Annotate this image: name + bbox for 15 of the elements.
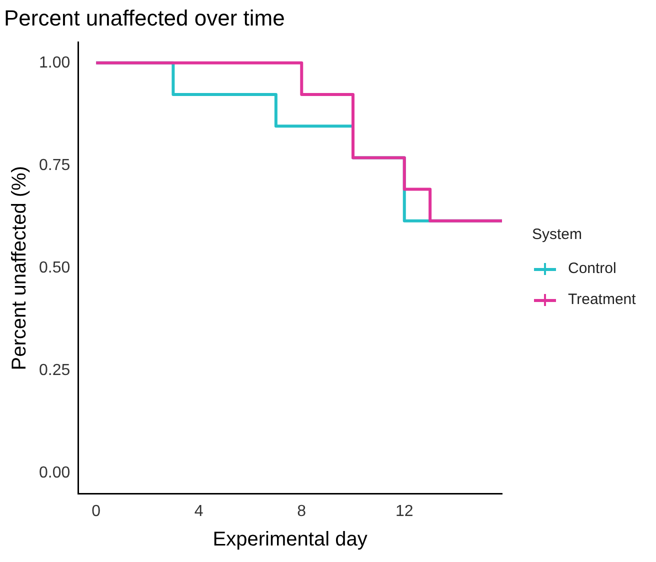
legend-label: Treatment (568, 291, 636, 308)
x-tick-label: 0 (92, 502, 101, 520)
y-tick-label: 0.75 (39, 156, 70, 174)
y-axis-title: Percent unaffected (%) (8, 166, 31, 370)
x-tick-label: 12 (395, 502, 414, 520)
chart-title: Percent unaffected over time (4, 5, 285, 30)
x-tick-label: 8 (297, 502, 306, 520)
legend-title: System (532, 226, 584, 243)
y-tick-label: 0.25 (39, 362, 70, 380)
x-axis-title: Experimental day (212, 528, 368, 551)
y-tick-label: 0.00 (39, 464, 70, 482)
x-tick-label: 4 (194, 502, 204, 520)
y-tick-label: 1.00 (39, 54, 70, 72)
legend-label: Control (568, 260, 616, 277)
y-tick-label: 0.50 (39, 260, 70, 277)
